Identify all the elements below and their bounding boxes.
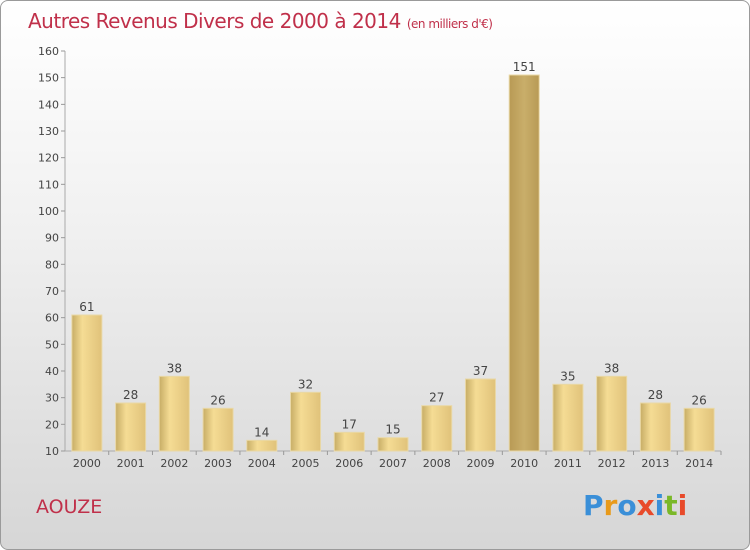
bar-value-label: 15	[385, 423, 400, 437]
x-tick-label: 2009	[466, 457, 494, 470]
bar-value-label: 38	[167, 361, 182, 375]
y-tick-label: 30	[45, 392, 59, 405]
bar-value-label: 28	[123, 388, 138, 402]
x-tick-label: 2000	[73, 457, 101, 470]
bar-value-label: 32	[298, 377, 313, 391]
title-text: Autres Revenus Divers de 2000 à 2014	[28, 9, 401, 33]
y-tick-label: 140	[38, 98, 59, 111]
bar[interactable]	[158, 375, 190, 452]
proxiti-logo[interactable]: Proxiti	[583, 489, 687, 522]
bar[interactable]	[552, 383, 584, 452]
y-tick-label: 70	[45, 285, 59, 298]
bar[interactable]	[202, 407, 234, 452]
y-tick-label: 80	[45, 258, 59, 271]
bar[interactable]	[639, 402, 671, 452]
logo-letter: P	[583, 489, 604, 522]
logo-letter: o	[617, 489, 637, 522]
bar[interactable]	[377, 437, 409, 452]
logo-letter: x	[636, 489, 655, 522]
x-tick-label: 2004	[248, 457, 276, 470]
chart-title: Autres Revenus Divers de 2000 à 2014 (en …	[28, 9, 493, 33]
bar[interactable]	[683, 407, 715, 452]
bar[interactable]	[596, 375, 628, 452]
x-tick-label: 2011	[554, 457, 582, 470]
y-tick-label: 110	[38, 178, 59, 191]
x-tick-label: 2007	[379, 457, 407, 470]
bar[interactable]	[115, 402, 147, 452]
bar[interactable]	[464, 378, 496, 452]
bar-layer: 61 28 38 26 14 32 17 15 27 37 151 35 38 28 26	[71, 60, 715, 452]
logo-letter: r	[603, 489, 618, 522]
y-tick-label: 10	[45, 445, 59, 458]
bar-value-label: 14	[254, 425, 269, 439]
bar[interactable]	[290, 391, 322, 452]
y-tick-label: 90	[45, 232, 59, 245]
bar[interactable]	[333, 431, 365, 452]
bar-value-label: 27	[429, 391, 444, 405]
y-tick-label: 60	[45, 312, 59, 325]
bar-value-label: 17	[342, 417, 357, 431]
y-tick-label: 20	[45, 418, 59, 431]
bar-value-label: 61	[79, 300, 94, 314]
x-tick-label: 2003	[204, 457, 232, 470]
x-tick-label: 2005	[292, 457, 320, 470]
y-tick-label: 150	[38, 72, 59, 85]
logo-letter: i	[654, 489, 665, 522]
bar[interactable]	[246, 439, 278, 452]
title-unit: (en milliers d'€)	[406, 17, 493, 31]
y-tick-label: 40	[45, 365, 59, 378]
bar-value-label: 151	[513, 60, 536, 74]
logo-letter: t	[664, 489, 678, 522]
commune-name: AOUZE	[36, 496, 103, 518]
y-tick-label: 160	[38, 45, 59, 58]
x-tick-label: 2002	[160, 457, 188, 470]
bar-value-label: 26	[691, 393, 706, 407]
x-tick-label: 2012	[598, 457, 626, 470]
bar-value-label: 35	[560, 369, 575, 383]
y-tick-label: 120	[38, 152, 59, 165]
y-tick-label: 130	[38, 125, 59, 138]
logo-letter: i	[677, 489, 688, 522]
x-tick-label: 2014	[685, 457, 713, 470]
x-tick-label: 2006	[335, 457, 363, 470]
y-tick-label: 100	[38, 205, 59, 218]
bar[interactable]	[421, 405, 453, 452]
x-tick-label: 2001	[117, 457, 145, 470]
bar-value-label: 37	[473, 364, 488, 378]
bar[interactable]	[508, 74, 540, 452]
x-tick-label: 2013	[641, 457, 669, 470]
x-tick-label: 2010	[510, 457, 538, 470]
axis-layer: 10 20 30 40 50 60 70 80 90 100 110 120 130 140 150 160 2…	[38, 45, 722, 470]
bar-value-label: 28	[648, 388, 663, 402]
bar-value-label: 38	[604, 361, 619, 375]
bar[interactable]	[71, 314, 103, 452]
y-tick-label: 50	[45, 338, 59, 351]
bar-value-label: 26	[210, 393, 225, 407]
x-tick-label: 2008	[423, 457, 451, 470]
